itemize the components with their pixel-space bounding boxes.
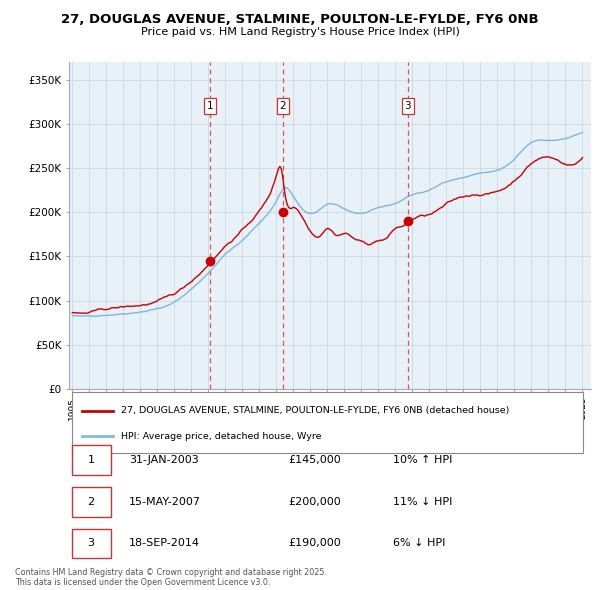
Text: 15-MAY-2007: 15-MAY-2007: [129, 497, 201, 507]
Text: £200,000: £200,000: [288, 497, 341, 507]
Text: 2: 2: [280, 101, 286, 111]
Text: 18-SEP-2014: 18-SEP-2014: [129, 539, 200, 549]
Text: 3: 3: [404, 101, 411, 111]
Text: 6% ↓ HPI: 6% ↓ HPI: [392, 539, 445, 549]
Text: HPI: Average price, detached house, Wyre: HPI: Average price, detached house, Wyre: [121, 432, 322, 441]
Text: 31-JAN-2003: 31-JAN-2003: [129, 455, 199, 466]
FancyBboxPatch shape: [71, 487, 111, 517]
Text: 10% ↑ HPI: 10% ↑ HPI: [392, 455, 452, 466]
FancyBboxPatch shape: [71, 445, 111, 475]
Text: 2: 2: [88, 497, 95, 507]
Text: 27, DOUGLAS AVENUE, STALMINE, POULTON-LE-FYLDE, FY6 0NB: 27, DOUGLAS AVENUE, STALMINE, POULTON-LE…: [61, 13, 539, 26]
Text: 3: 3: [88, 539, 95, 549]
Text: £190,000: £190,000: [288, 539, 341, 549]
Text: 1: 1: [206, 101, 213, 111]
Text: 1: 1: [88, 455, 95, 466]
Text: £145,000: £145,000: [288, 455, 341, 466]
FancyBboxPatch shape: [71, 392, 583, 453]
Text: Contains HM Land Registry data © Crown copyright and database right 2025.
This d: Contains HM Land Registry data © Crown c…: [15, 568, 327, 587]
Text: 11% ↓ HPI: 11% ↓ HPI: [392, 497, 452, 507]
Text: Price paid vs. HM Land Registry's House Price Index (HPI): Price paid vs. HM Land Registry's House …: [140, 27, 460, 37]
Text: 27, DOUGLAS AVENUE, STALMINE, POULTON-LE-FYLDE, FY6 0NB (detached house): 27, DOUGLAS AVENUE, STALMINE, POULTON-LE…: [121, 406, 509, 415]
FancyBboxPatch shape: [71, 529, 111, 558]
